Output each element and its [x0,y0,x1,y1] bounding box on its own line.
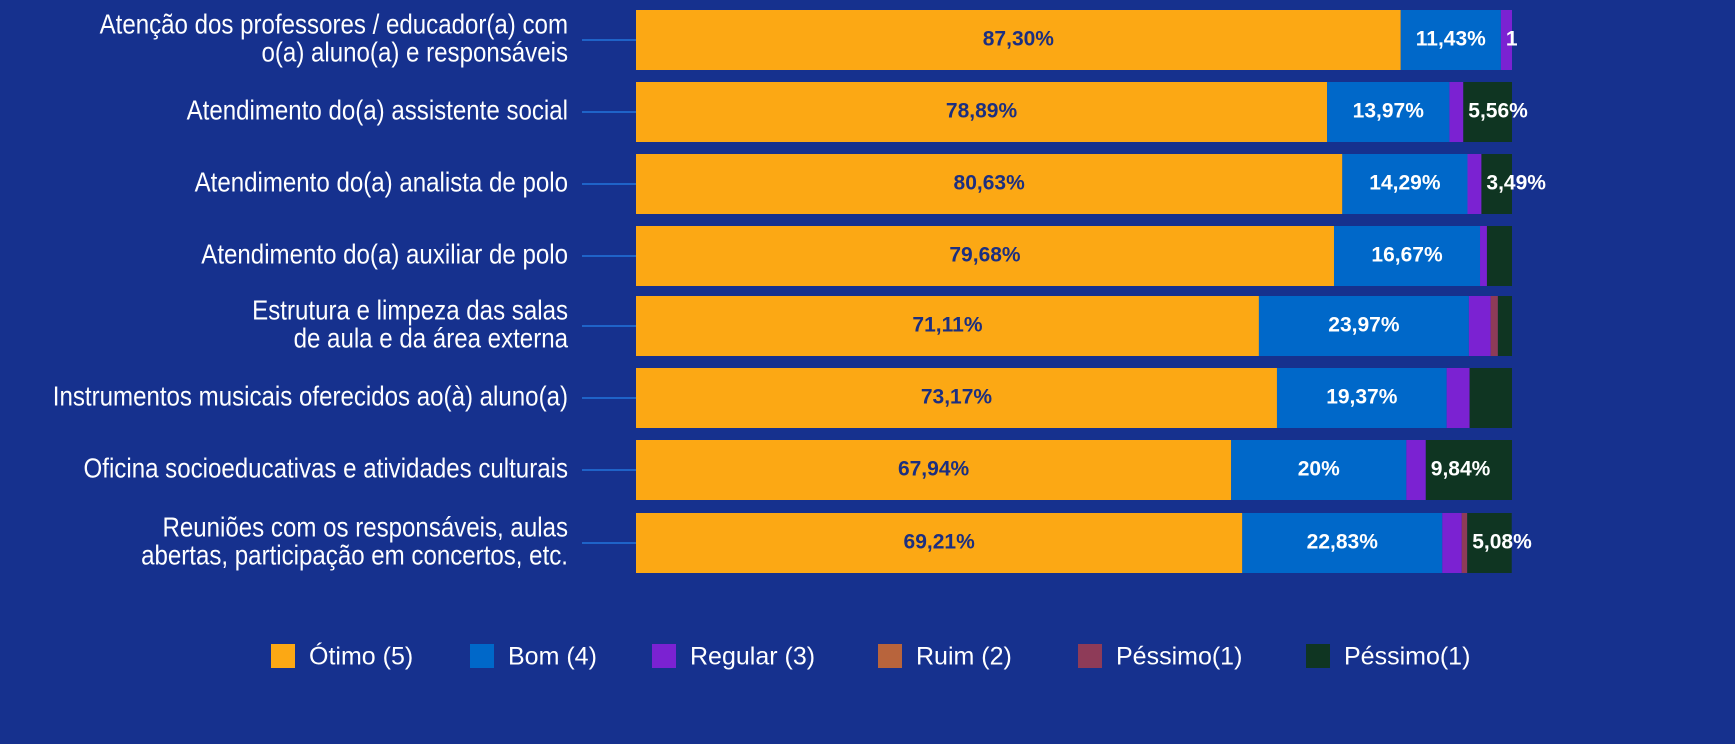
value-label: 67,94% [898,458,970,481]
value-label: 5,08% [1472,531,1532,554]
bar-segment [1242,513,1443,573]
bar-segment [636,82,1328,142]
bar-segment [1342,154,1468,214]
bar-segment [1446,368,1470,428]
value-label: 23,97% [1328,314,1400,337]
bar-segment [636,513,1243,573]
category-label: Reuniões com os responsáveis, aulas [162,511,568,543]
bar-segment [636,368,1277,428]
value-label: 14,29% [1369,172,1441,195]
category-label: Atendimento do(a) auxiliar de polo [201,238,568,270]
bar-segment [1449,82,1464,142]
legend-label: Péssimo(1) [1344,643,1470,671]
category-label: Oficina socioeducativas e atividades cul… [84,452,568,484]
bar-segment [1461,513,1468,573]
bar-segment [636,154,1343,214]
bar-segment [1400,10,1501,70]
bar-segment [636,10,1401,70]
bar-segment [1486,226,1512,286]
category-label: Instrumentos musicais oferecidos ao(à) a… [53,380,568,412]
bar-segment [636,440,1232,500]
bar-segment [1258,296,1469,356]
bar-segment [636,296,1259,356]
bar-segment [1480,226,1487,286]
category-label: de aula e da área externa [294,322,569,354]
legend-swatch [652,644,676,668]
value-label: 13,97% [1353,100,1425,123]
value-label: 3,49% [1486,172,1546,195]
category-label: Atendimento do(a) assistente social [187,94,568,126]
bar-segment [1231,440,1407,500]
bar-segment [1467,513,1512,573]
bar-segment [1406,440,1426,500]
value-label: 79,68% [949,244,1021,267]
legend-label: Regular (3) [690,643,815,671]
category-label: Atenção dos professores / educador(a) co… [100,8,568,40]
bar-segment [1490,296,1498,356]
legend-label: Ruim (2) [916,643,1012,671]
bar-segment [1333,226,1481,286]
legend-swatch [271,644,295,668]
bar-segment [1276,368,1447,428]
bar-segment [1468,296,1491,356]
bar-segment [1463,82,1512,142]
value-label: 71,11% [912,314,982,337]
category-label: Estrutura e limpeza das salas [252,294,568,326]
value-label: 9,84% [1431,458,1491,481]
bar-segment [1497,296,1512,356]
bar-segment [1425,440,1512,500]
value-label: 87,30% [983,28,1055,51]
bar-segment [1481,154,1512,214]
value-label: 78,89% [946,100,1018,123]
value-label: 1 [1506,28,1518,51]
value-label: 80,63% [954,172,1026,195]
legend-swatch [878,644,902,668]
value-label: 19,37% [1326,386,1398,409]
legend-label: Ótimo (5) [309,642,413,671]
value-label: 73,17% [921,386,993,409]
bar-segment [1469,368,1512,428]
value-label: 11,43% [1416,28,1486,51]
legend-swatch [470,644,494,668]
bar-segment [1500,10,1512,70]
category-label: abertas, participação em concertos, etc. [141,539,568,571]
category-label: o(a) aluno(a) e responsáveis [262,36,568,68]
value-label: 16,67% [1371,244,1443,267]
value-label: 69,21% [904,531,976,554]
value-label: 20% [1298,458,1340,481]
category-label: Atendimento do(a) analista de polo [195,166,568,198]
bar-segment [1327,82,1450,142]
legend-swatch [1306,644,1330,668]
value-label: 5,56% [1468,100,1528,123]
value-label: 22,83% [1307,531,1379,554]
legend-label: Bom (4) [508,643,597,671]
bar-segment [1467,154,1482,214]
legend-swatch [1078,644,1102,668]
legend-label: Péssimo(1) [1116,643,1242,671]
bar-segment [1442,513,1462,573]
bar-segment [636,226,1334,286]
